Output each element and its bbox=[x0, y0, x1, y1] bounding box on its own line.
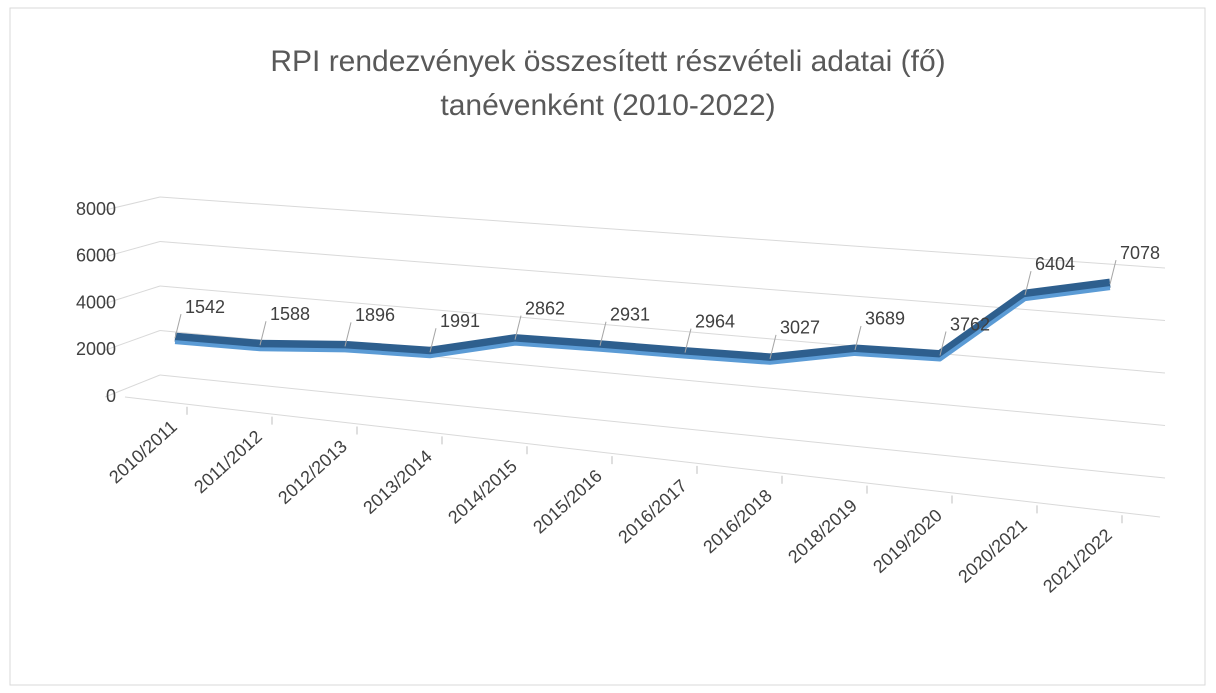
grid-line bbox=[159, 285, 1166, 374]
leader-line bbox=[259, 321, 267, 346]
data-label: 3027 bbox=[780, 318, 820, 338]
data-label: 2964 bbox=[695, 311, 735, 331]
x-tick-label: 2011/2012 bbox=[190, 426, 266, 497]
y-tick-label: 6000 bbox=[76, 246, 116, 266]
data-label: 6404 bbox=[1035, 254, 1075, 274]
grid-line-side bbox=[104, 330, 161, 351]
y-tick-label: 4000 bbox=[76, 292, 116, 312]
leader-line bbox=[344, 322, 352, 347]
line bbox=[174, 286, 1111, 365]
leader-line bbox=[854, 325, 862, 351]
grid-line bbox=[159, 374, 1166, 479]
leader-line bbox=[769, 334, 777, 359]
data-label: 1542 bbox=[185, 297, 225, 317]
data-label: 2931 bbox=[610, 304, 650, 324]
y-tick-label: 8000 bbox=[76, 199, 116, 219]
data-label: 3689 bbox=[865, 309, 905, 329]
x-tick-label: 2019/2020 bbox=[869, 505, 946, 577]
leader-line bbox=[514, 315, 522, 340]
leader-line bbox=[1024, 270, 1032, 296]
grid-line-side bbox=[104, 285, 161, 304]
x-tick-label: 2020/2021 bbox=[954, 515, 1031, 587]
leader-line bbox=[1109, 259, 1117, 285]
grid-line bbox=[159, 241, 1166, 321]
x-tick-label: 2014/2015 bbox=[444, 456, 521, 528]
leader-line bbox=[429, 328, 437, 353]
data-label: 2862 bbox=[525, 298, 565, 318]
floor-line bbox=[124, 396, 1161, 518]
leader-line bbox=[174, 314, 182, 339]
marks: 1542 1588 1896 1991 2862 2931 2964 3027 3689 3762… bbox=[174, 243, 1160, 365]
x-tick-label: 2015/2016 bbox=[529, 466, 606, 538]
grid bbox=[104, 196, 1166, 524]
leader-line bbox=[684, 328, 692, 353]
y-tick-label: 2000 bbox=[76, 339, 116, 359]
grid-line-side bbox=[104, 374, 161, 398]
grid-line-side bbox=[104, 196, 161, 211]
x-tick-label: 2016/2017 bbox=[614, 476, 691, 548]
x-tick-label: 2013/2014 bbox=[359, 446, 436, 518]
data-label: 1991 bbox=[440, 311, 480, 331]
data-label: 1588 bbox=[270, 304, 310, 324]
x-tick-label: 2010/2011 bbox=[105, 416, 181, 487]
line-top bbox=[174, 278, 1111, 363]
x-tick-label: 2018/2019 bbox=[784, 495, 861, 567]
leader-line bbox=[939, 331, 947, 356]
chart-title: RPI rendezvények összesített részvételi … bbox=[270, 45, 946, 122]
chart-border bbox=[9, 7, 1206, 686]
data-label: 3762 bbox=[950, 314, 990, 334]
y-tick-label: 0 bbox=[106, 386, 116, 406]
data-label: 1896 bbox=[355, 305, 395, 325]
leader-line bbox=[599, 321, 607, 346]
x-tick-label: 2012/2013 bbox=[274, 436, 351, 508]
grid-line-side bbox=[104, 241, 161, 258]
x-tick-label: 2016/2018 bbox=[699, 485, 776, 557]
grid-line bbox=[159, 196, 1166, 269]
x-tick-label: 2021/2022 bbox=[1039, 525, 1116, 597]
data-label: 7078 bbox=[1120, 243, 1160, 263]
